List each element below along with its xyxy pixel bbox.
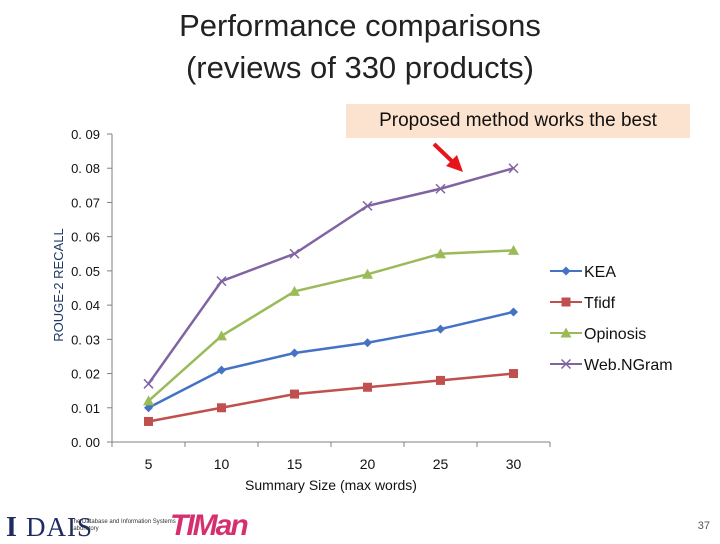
y-axis-label: ROUGE-2 RECALL	[51, 228, 66, 341]
data-point-web-ngram	[362, 200, 373, 211]
data-point-tfidf	[217, 403, 226, 413]
y-tick-label: 0. 00	[71, 435, 100, 450]
callout-box: Proposed method works the best	[346, 104, 690, 138]
data-point-opinosis	[508, 244, 519, 255]
x-tick-label: 15	[287, 456, 303, 472]
y-tick-label: 0. 02	[71, 367, 100, 382]
data-point-opinosis	[216, 330, 227, 341]
data-point-opinosis	[362, 268, 373, 279]
slide-title-line-2: (reviews of 330 products)	[185, 50, 535, 85]
series-line-web-ngram	[147, 167, 514, 385]
legend-label-opinosis: Opinosis	[584, 326, 646, 343]
chart-axes	[111, 134, 550, 443]
x-axis-label: Summary Size (max words)	[245, 477, 417, 493]
data-point-tfidf	[290, 389, 299, 399]
legend-label-kea: KEA	[584, 264, 616, 281]
data-point-web-ngram-stroke	[508, 163, 519, 174]
data-point-tfidf	[509, 369, 518, 379]
x-tick-label: 5	[145, 456, 153, 472]
y-tick-label: 0. 04	[71, 298, 100, 313]
data-point-web-ngram	[143, 378, 154, 389]
data-point-tfidf	[144, 416, 153, 426]
y-tick-label: 0. 08	[71, 161, 100, 176]
legend-marker-tfidf	[561, 297, 571, 307]
series-line-opinosis	[147, 249, 514, 402]
y-tick-label: 0. 06	[71, 230, 100, 245]
legend-marker-opinosis	[560, 327, 572, 338]
x-tick-label: 25	[433, 456, 449, 472]
data-point-opinosis	[143, 395, 154, 406]
legend-marker-web-ngram	[560, 358, 572, 370]
x-tick-label: 30	[506, 456, 522, 472]
data-point-kea	[363, 338, 372, 348]
page-number: 37	[697, 520, 710, 532]
chart-ticks: 0. 00 0. 01 0. 02 0. 03 0. 04 0. 05 0. 06 0. 07…	[71, 127, 551, 472]
data-point-kea	[509, 307, 518, 317]
university-logo-mark: I	[6, 512, 17, 543]
y-tick-label: 0. 09	[71, 127, 100, 142]
slide-title-line-1: Performance comparisons	[179, 8, 541, 43]
legend-marker-web-ngram-stroke	[560, 358, 572, 370]
data-point-web-ngram-stroke	[362, 200, 373, 211]
data-point-web-ngram	[435, 183, 446, 194]
data-point-web-ngram	[216, 276, 227, 287]
timan-logo: TIMan	[170, 509, 249, 542]
legend-label-web-ngram: Web.NGram	[584, 357, 673, 374]
legend-label-tfidf: Tfidf	[584, 295, 616, 312]
y-tick-label: 0. 05	[71, 264, 100, 279]
data-point-web-ngram	[508, 163, 519, 174]
legend-marker-kea	[561, 266, 571, 276]
y-tick-label: 0. 07	[71, 195, 100, 210]
x-tick-label: 10	[214, 456, 230, 472]
data-point-kea	[144, 403, 153, 413]
data-point-opinosis	[289, 285, 300, 296]
data-point-kea	[290, 348, 299, 358]
data-point-kea	[436, 324, 445, 334]
y-tick-label: 0. 01	[71, 401, 100, 416]
series-line-kea	[147, 310, 514, 409]
dais-logo: DAIS	[26, 512, 94, 542]
dais-logo-caption: The Database and Information Systems Lab…	[70, 519, 176, 532]
data-point-web-ngram-stroke	[435, 183, 446, 194]
data-point-opinosis	[435, 248, 446, 259]
series-line-tfidf	[148, 372, 514, 423]
y-tick-label: 0. 03	[71, 332, 100, 347]
chart-series	[143, 163, 519, 426]
data-point-web-ngram	[289, 248, 300, 259]
data-point-tfidf	[363, 382, 372, 392]
chart-legend: KEA Tfidf Opinosis Web.NGram	[550, 264, 673, 374]
data-point-web-ngram-stroke	[143, 378, 154, 389]
callout-arrow	[432, 142, 463, 172]
data-point-kea	[217, 365, 226, 375]
data-point-web-ngram-stroke	[216, 276, 227, 287]
x-tick-label: 20	[360, 456, 376, 472]
data-point-tfidf	[436, 375, 445, 385]
data-point-web-ngram-stroke	[289, 248, 300, 259]
